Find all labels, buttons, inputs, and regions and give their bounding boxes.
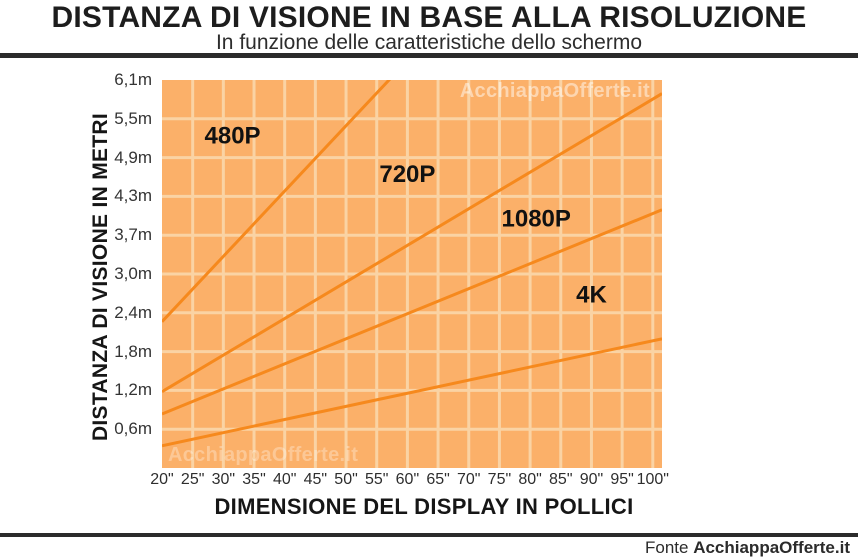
- x-tick-label: 60": [395, 471, 420, 488]
- y-tick-label: 3,7m: [114, 225, 152, 245]
- series-label-4k: 4K: [576, 282, 607, 309]
- source-credit: Fonte AcchiappaOfferte.it: [645, 538, 850, 558]
- y-tick-label: 2,4m: [114, 302, 152, 322]
- y-tick-label: 4,9m: [114, 147, 152, 167]
- y-tick-label: 1,8m: [114, 341, 152, 361]
- x-tick-label: 100": [636, 471, 669, 488]
- header-divider: [0, 53, 858, 58]
- series-label-1080p: 1080P: [502, 205, 571, 232]
- x-axis-title: DIMENSIONE DEL DISPLAY IN POLLICI: [214, 494, 634, 519]
- chart-canvas: 480P 720P 1080P 4K: [162, 80, 662, 468]
- chart-plot-area: 480P 720P 1080P 4K AcchiappaOfferte.it Acch…: [162, 80, 662, 468]
- y-tick-label: 0,6m: [114, 419, 152, 439]
- footer-divider: [0, 533, 858, 537]
- x-axis-tick-labels: 20" 25" 30" 35" 40" 45" 50" 55" 60" 65" 70" 75" 80" 8…: [150, 471, 682, 491]
- x-tick-label: 50": [334, 471, 358, 488]
- x-tick-label: 55": [364, 471, 389, 488]
- x-tick-label: 70": [456, 471, 481, 488]
- watermark-bottom: AcchiappaOfferte.it: [168, 444, 359, 466]
- x-tick-label: 90": [579, 471, 604, 488]
- source-brand: AcchiappaOfferte.it: [693, 538, 850, 557]
- series-label-720p: 720P: [379, 161, 435, 188]
- page-subtitle: In funzione delle caratteristiche dello …: [215, 31, 643, 54]
- watermark-top: AcchiappaOfferte.it: [459, 80, 650, 102]
- y-tick-label: 5,5m: [114, 108, 152, 128]
- x-tick-label: 65": [426, 471, 450, 488]
- series-line-480p: [162, 80, 392, 323]
- series-line-720p: [162, 92, 662, 393]
- x-tick-label: 75": [487, 471, 512, 488]
- series-line-4k: [162, 337, 662, 448]
- x-tick-label: 30": [211, 471, 236, 488]
- y-tick-label: 6,1m: [114, 70, 152, 89]
- x-tick-label: 95": [610, 471, 634, 488]
- x-tick-label: 35": [242, 471, 266, 488]
- source-prefix: Fonte: [644, 538, 694, 557]
- y-tick-label: 3,0m: [114, 264, 152, 283]
- y-tick-label: 4,3m: [114, 186, 152, 206]
- x-tick-label: 40": [272, 471, 297, 488]
- x-tick-label: 80": [518, 471, 542, 488]
- page-title: DISTANZA DI VISIONE IN BASE ALLA RISOLUZ…: [51, 1, 807, 34]
- x-tick-label: 25": [180, 471, 205, 488]
- y-axis-tick-labels: 0,6m 1,2m 1,8m 2,4m 3,0m 3,7m 4,3m 4,9m 5,5m 6,1m: [96, 70, 152, 468]
- x-tick-label: 85": [549, 471, 573, 488]
- series-label-480p: 480P: [205, 123, 261, 150]
- x-tick-label: 20": [150, 471, 174, 488]
- x-tick-label: 45": [303, 471, 328, 488]
- y-tick-label: 1,2m: [114, 380, 152, 400]
- series-line-1080p: [162, 208, 662, 416]
